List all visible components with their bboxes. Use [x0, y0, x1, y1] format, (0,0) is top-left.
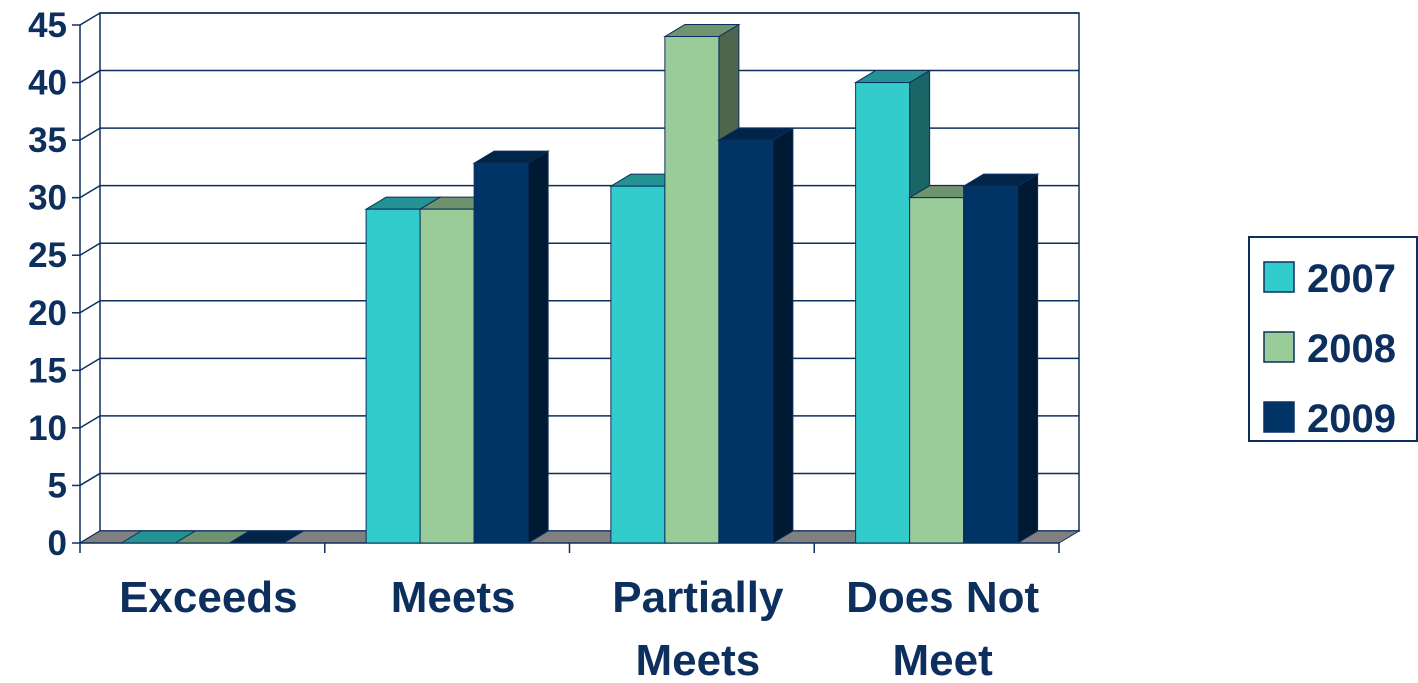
y-tick-label-10: 10: [28, 409, 67, 448]
side-wall-edge-10: [79, 415, 101, 429]
side-wall-edge-30: [79, 185, 101, 199]
bar-2009-3: [963, 185, 1019, 544]
side-wall-edge-20: [79, 300, 101, 314]
bar-2009-3-side: [1017, 173, 1039, 544]
y-tick-label-30: 30: [28, 179, 67, 218]
y-tick-label-35: 35: [28, 121, 67, 160]
legend-label-2007: 2007: [1307, 257, 1396, 301]
x-tick-label-0-0: Exceeds: [119, 573, 298, 622]
y-tick-label-25: 25: [28, 236, 67, 275]
bar-2009-2: [718, 139, 774, 544]
y-tick-label-20: 20: [28, 294, 67, 333]
legend-swatch-2007: [1263, 261, 1295, 293]
y-tick-label-40: 40: [28, 64, 67, 103]
bar-2007-2: [610, 185, 666, 544]
x-tick-label-3-1: Meet: [893, 636, 994, 678]
bar-2008-1: [419, 208, 475, 544]
side-wall-edge-5: [79, 472, 101, 487]
bar-2009-1: [473, 162, 529, 544]
x-tick-label-1-0: Meets: [391, 573, 516, 622]
x-tick-label-2-0: Partially: [612, 573, 784, 622]
bar-2008-2: [664, 36, 720, 544]
y-tick-label-0: 0: [48, 524, 67, 563]
legend-swatch-2009: [1263, 401, 1295, 433]
side-wall-edge-25: [79, 242, 101, 256]
bar-2009-0-top: [227, 530, 306, 544]
legend-label-2008: 2008: [1307, 327, 1396, 371]
side-wall-edge-35: [79, 127, 101, 141]
bar-2008-3: [909, 197, 965, 544]
bar-2009-1-side: [527, 150, 549, 544]
y-tick-label-15: 15: [28, 351, 67, 390]
x-tick-label-3-0: Does Not: [846, 573, 1039, 622]
legend-swatch-2008: [1263, 331, 1295, 363]
legend-label-2009: 2009: [1307, 397, 1396, 441]
side-wall-edge-15: [79, 357, 101, 371]
bar-2007-3: [855, 82, 911, 544]
bar-2009-2-side: [772, 127, 794, 544]
y-tick-label-5: 5: [48, 466, 67, 505]
side-wall-edge-45: [79, 12, 101, 26]
x-tick-label-2-1: Meets: [636, 636, 761, 678]
bar-2007-1: [365, 208, 421, 544]
y-tick-label-45: 45: [28, 6, 67, 45]
side-wall-edge-40: [79, 69, 101, 84]
